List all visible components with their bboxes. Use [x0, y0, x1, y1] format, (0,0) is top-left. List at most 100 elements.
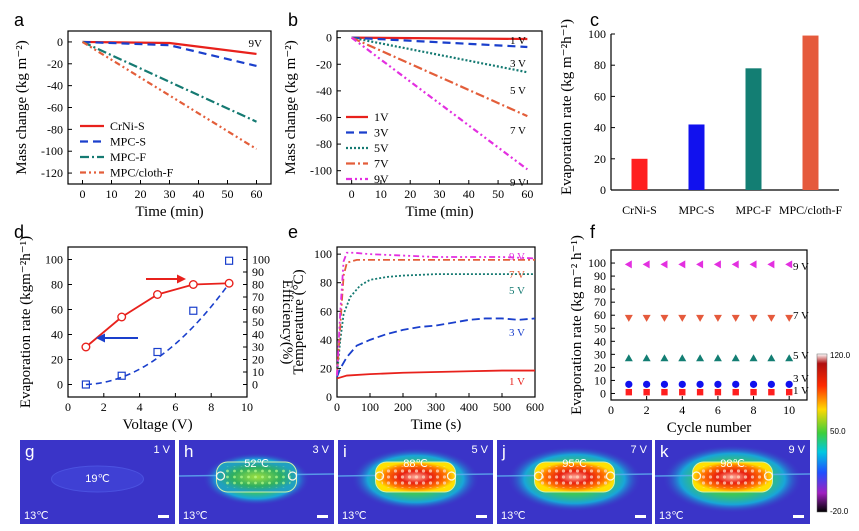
thermal-ambient-temp: 13℃ [659, 510, 684, 522]
marker-5v [642, 354, 651, 362]
marker-9v [696, 260, 704, 269]
y-tick-label: -100 [41, 144, 63, 158]
y-axis-label: Evaporation rate (kgm⁻²h⁻¹) [18, 236, 34, 408]
x-tick-label: 4 [679, 403, 685, 417]
thermal-clip-left [374, 471, 385, 481]
evaporation-fit-line [85, 283, 230, 386]
thermal-center-temp: 19℃ [85, 473, 110, 485]
series-end-label: 7 V [510, 125, 526, 137]
thermal-scale-bar [476, 515, 487, 518]
series-line-mpc-s [82, 40, 257, 68]
marker-1v [679, 388, 686, 396]
panel-label-c: c [590, 10, 599, 30]
x-tick-label: 10 [106, 187, 118, 201]
chart-a: 0 10 20 30 40 50 60 0 -20 -40 -60 -80 -100 -120 Time (… [14, 30, 272, 220]
marker-3v [696, 380, 704, 388]
series-end-label: 1 V [510, 35, 526, 47]
series-end-label: 9 V [510, 177, 526, 189]
series-end-label: 5 V [509, 285, 525, 297]
series-end-label: 5 V [510, 85, 526, 97]
thermal-panel-label: i [343, 442, 347, 461]
marker-9v [767, 260, 775, 269]
marker-3v [678, 380, 686, 388]
legend-label: 7V [374, 157, 389, 171]
marker-7v [731, 314, 740, 322]
thermal-ambient-temp: 13℃ [501, 510, 526, 522]
colorbar-max: 120.0 [830, 351, 851, 360]
x-tick-label: 40 [463, 187, 475, 201]
thermal-scale-bar [635, 515, 646, 518]
x-category-label: MPC-F [735, 203, 771, 217]
y-tick-label: 40 [594, 334, 606, 348]
legend-label: MPC-F [110, 150, 146, 164]
y-tick-label: 80 [51, 278, 63, 292]
marker-3v [767, 380, 775, 388]
marker-1v [768, 388, 775, 396]
legend-label: MPC/cloth-F [110, 166, 174, 180]
thermal-panel-label: h [184, 442, 193, 461]
thermal-voltage: 9 V [788, 444, 805, 456]
series-label: 5 V [793, 350, 809, 362]
series-end-label: 3 V [509, 327, 525, 339]
thermal-images: g 1 V 19℃ 13℃ h 3 V 52℃ 13℃ i 5 V 88℃ 13℃ j 7 V 95℃ 13℃… [20, 440, 811, 524]
efficiency-point [152, 290, 162, 300]
series-label: 7 V [793, 310, 809, 322]
x-tick-label: 2 [101, 400, 107, 414]
x-axis-label: Cycle number [667, 420, 752, 436]
marker-1v [750, 388, 757, 396]
x-axis-label: Voltage (V) [122, 417, 192, 433]
y-tick-label: 60 [594, 308, 606, 322]
x-tick-label: 200 [394, 400, 412, 414]
marker-3v [714, 380, 722, 388]
y-tick-label: 0 [57, 378, 63, 392]
x-tick-label: 400 [460, 400, 478, 414]
y2-tick-label: 80 [252, 278, 264, 292]
y2-tick-label: 20 [252, 353, 264, 367]
x-tick-label: 60 [251, 187, 263, 201]
thermal-panel-label: g [25, 442, 34, 461]
evaporation-point [153, 347, 162, 357]
plot-frame [67, 30, 272, 185]
thermal-panel-label: k [660, 442, 669, 461]
y-tick-label: 60 [51, 303, 63, 317]
y-tick-label: -80 [47, 122, 63, 136]
series-end-label: 1 V [509, 376, 525, 388]
x-tick-label: 500 [493, 400, 511, 414]
y-tick-label: -100 [310, 164, 332, 178]
y-tick-label: 60 [320, 304, 332, 318]
y2-tick-label: 60 [252, 303, 264, 317]
marker-1v [661, 388, 668, 396]
marker-1v [643, 388, 650, 396]
panel-label-f: f [590, 222, 596, 242]
panel-label-b: b [288, 10, 298, 30]
y-tick-label: 40 [594, 121, 606, 135]
marker-9v [713, 260, 721, 269]
thermal-voltage: 7 V [630, 444, 647, 456]
thermal-mesh [381, 466, 450, 488]
marker-5v [713, 354, 722, 362]
thermal-clip-left [215, 471, 226, 481]
x-tick-label: 50 [222, 187, 234, 201]
series-label: 3 V [793, 373, 809, 385]
x-tick-label: 10 [241, 400, 253, 414]
bar-mpc-s [688, 124, 705, 190]
y-tick-label: 60 [594, 89, 606, 103]
legend-label: 5V [374, 141, 389, 155]
x-tick-label: 300 [427, 400, 445, 414]
marker-5v [660, 354, 669, 362]
x-category-label: CrNi-S [622, 203, 657, 217]
y-tick-label: 0 [326, 31, 332, 45]
series-line-3-v [336, 317, 536, 378]
plot-frame [610, 249, 808, 401]
x-axis-label: Time (s) [411, 417, 462, 433]
x-category-label: MPC/cloth-F [779, 203, 843, 217]
y-axis-label: Evaporation rate (kg m⁻² h⁻¹) [569, 235, 585, 415]
series-line-9-v [336, 251, 536, 376]
y-tick-label: -40 [316, 84, 332, 98]
y-tick-label: 20 [594, 152, 606, 166]
y-tick-label: 100 [588, 256, 606, 270]
marker-7v [642, 314, 651, 322]
series-line-5v [351, 36, 528, 74]
x-tick-label: 2 [644, 403, 650, 417]
